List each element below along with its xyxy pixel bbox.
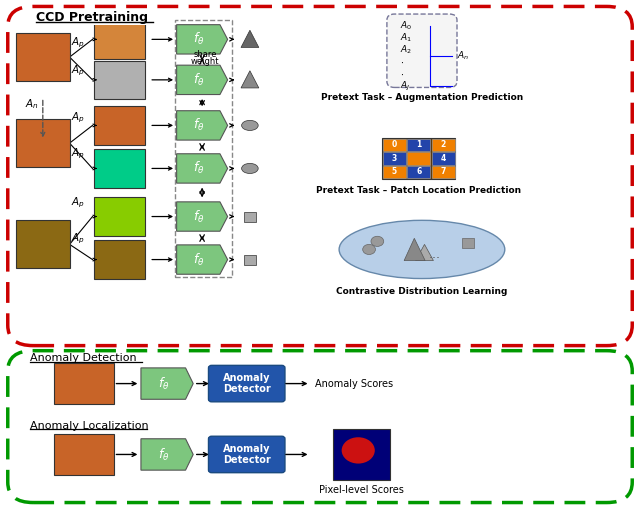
FancyBboxPatch shape — [8, 7, 632, 346]
Text: $A_p$: $A_p$ — [71, 231, 85, 245]
Text: 7: 7 — [440, 167, 446, 176]
Text: 3: 3 — [392, 154, 397, 163]
FancyBboxPatch shape — [93, 61, 145, 99]
Polygon shape — [244, 254, 256, 265]
Text: $f_\theta$: $f_\theta$ — [193, 209, 205, 224]
FancyBboxPatch shape — [93, 106, 145, 145]
FancyBboxPatch shape — [383, 138, 406, 151]
Polygon shape — [177, 65, 228, 95]
Text: $f_\theta$: $f_\theta$ — [193, 251, 205, 268]
Text: Anomaly Scores: Anomaly Scores — [315, 379, 393, 388]
Circle shape — [342, 437, 375, 464]
FancyBboxPatch shape — [431, 138, 455, 151]
Text: 4: 4 — [440, 154, 446, 163]
Polygon shape — [177, 202, 228, 231]
Text: $f_\theta$: $f_\theta$ — [158, 376, 170, 391]
FancyBboxPatch shape — [93, 197, 145, 236]
Polygon shape — [141, 439, 193, 470]
Text: share: share — [193, 49, 217, 59]
FancyBboxPatch shape — [93, 20, 145, 59]
Text: $A_p$: $A_p$ — [71, 64, 85, 78]
Text: $\cdot$: $\cdot$ — [400, 58, 404, 67]
Text: $f_\theta$: $f_\theta$ — [193, 32, 205, 47]
FancyBboxPatch shape — [16, 119, 70, 167]
FancyBboxPatch shape — [16, 220, 70, 268]
Text: ...: ... — [429, 248, 441, 261]
FancyBboxPatch shape — [209, 365, 285, 402]
Text: 5: 5 — [392, 167, 397, 176]
FancyBboxPatch shape — [387, 14, 457, 88]
Text: $\cdot$: $\cdot$ — [400, 70, 404, 79]
Text: Pretext Task – Patch Location Prediction: Pretext Task – Patch Location Prediction — [316, 186, 522, 195]
Text: Pixel-level Scores: Pixel-level Scores — [319, 485, 404, 495]
FancyBboxPatch shape — [93, 149, 145, 188]
FancyBboxPatch shape — [407, 152, 430, 164]
Text: 0: 0 — [392, 140, 397, 149]
Polygon shape — [141, 368, 193, 399]
Text: Anomaly
Detector: Anomaly Detector — [223, 373, 271, 394]
Circle shape — [371, 236, 384, 246]
Polygon shape — [404, 238, 425, 261]
Text: Anomaly Localization: Anomaly Localization — [30, 420, 148, 431]
Text: 6: 6 — [416, 167, 421, 176]
Polygon shape — [241, 71, 259, 88]
Text: $A_p$: $A_p$ — [71, 195, 85, 210]
FancyBboxPatch shape — [333, 429, 390, 480]
Text: $f_\theta$: $f_\theta$ — [193, 118, 205, 133]
FancyBboxPatch shape — [8, 351, 632, 502]
Text: $A_n$: $A_n$ — [25, 97, 39, 110]
Ellipse shape — [242, 163, 258, 174]
FancyBboxPatch shape — [16, 33, 70, 81]
FancyBboxPatch shape — [54, 363, 114, 404]
Ellipse shape — [242, 120, 258, 130]
Text: Anomaly Detection: Anomaly Detection — [30, 353, 137, 363]
FancyBboxPatch shape — [54, 434, 114, 475]
FancyBboxPatch shape — [407, 138, 430, 151]
Polygon shape — [177, 24, 228, 54]
Ellipse shape — [339, 220, 505, 278]
Text: $A_n$: $A_n$ — [457, 50, 469, 62]
Polygon shape — [177, 154, 228, 183]
Polygon shape — [177, 111, 228, 140]
FancyBboxPatch shape — [383, 152, 406, 164]
Circle shape — [363, 244, 376, 254]
Text: weight: weight — [191, 56, 220, 66]
Text: $A_0$: $A_0$ — [400, 19, 413, 32]
Text: 1: 1 — [416, 140, 421, 149]
Text: Pretext Task – Augmentation Prediction: Pretext Task – Augmentation Prediction — [321, 93, 523, 101]
Text: $f_\theta$: $f_\theta$ — [193, 72, 205, 88]
Text: $A_2$: $A_2$ — [400, 44, 412, 56]
FancyBboxPatch shape — [407, 165, 430, 178]
Polygon shape — [241, 30, 259, 47]
FancyBboxPatch shape — [209, 436, 285, 473]
Polygon shape — [415, 244, 433, 261]
Text: $A_1$: $A_1$ — [400, 32, 412, 44]
Text: 2: 2 — [440, 140, 446, 149]
Text: $A_J$: $A_J$ — [400, 80, 411, 93]
Text: Anomaly
Detector: Anomaly Detector — [223, 444, 271, 465]
FancyBboxPatch shape — [382, 138, 456, 179]
Polygon shape — [461, 238, 474, 248]
Text: $A_p$: $A_p$ — [71, 36, 85, 50]
FancyBboxPatch shape — [431, 165, 455, 178]
Text: $f_\theta$: $f_\theta$ — [158, 446, 170, 463]
Polygon shape — [244, 212, 256, 221]
Text: Contrastive Distribution Learning: Contrastive Distribution Learning — [336, 288, 508, 296]
FancyBboxPatch shape — [431, 152, 455, 164]
FancyBboxPatch shape — [383, 165, 406, 178]
Text: $A_p$: $A_p$ — [71, 147, 85, 161]
Text: $f_\theta$: $f_\theta$ — [193, 160, 205, 177]
FancyBboxPatch shape — [93, 240, 145, 279]
Text: CCD Pretraining: CCD Pretraining — [36, 11, 148, 24]
Text: $A_p$: $A_p$ — [71, 110, 85, 125]
Polygon shape — [177, 245, 228, 274]
